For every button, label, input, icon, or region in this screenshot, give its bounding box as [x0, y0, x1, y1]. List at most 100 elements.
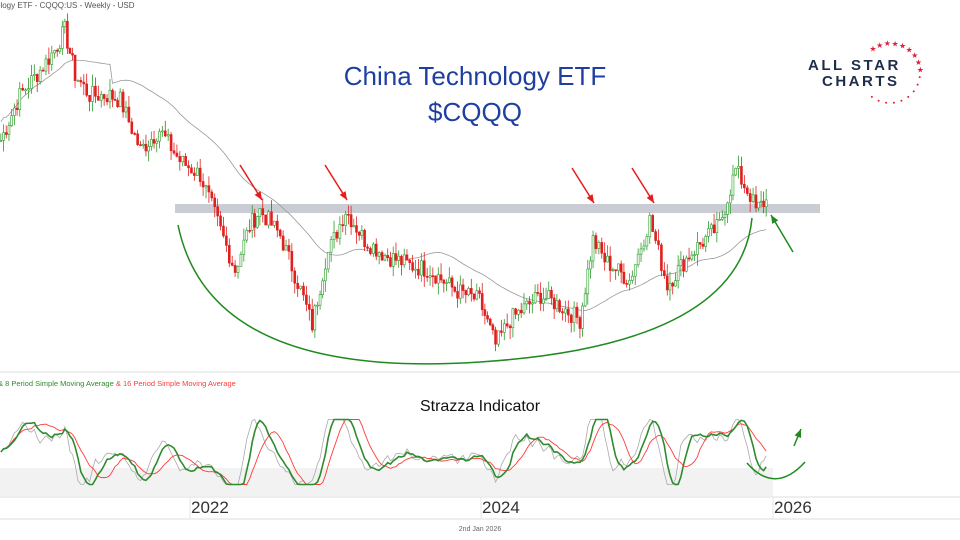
- candle: [13, 103, 16, 126]
- candle-body: [33, 74, 36, 76]
- candle: [569, 313, 573, 333]
- candle-body: [578, 317, 582, 329]
- candle: [606, 245, 609, 263]
- candle-body: [631, 275, 634, 281]
- candle-body: [431, 275, 435, 278]
- candle-body: [762, 200, 765, 207]
- candle-body: [453, 286, 457, 292]
- svg-text:★: ★: [884, 40, 891, 48]
- candle: [654, 229, 657, 244]
- candle-body: [402, 254, 406, 266]
- candle-body: [53, 50, 56, 54]
- logo-stars-icon: ★ ★ ★ ★ ★ ★★★★: [869, 40, 924, 104]
- candle-body: [561, 311, 564, 314]
- candle-body: [155, 140, 159, 144]
- candle-body: [94, 85, 97, 97]
- candle: [617, 263, 620, 277]
- candle-body: [594, 235, 598, 249]
- candle-body: [141, 143, 145, 146]
- candle: [511, 307, 515, 338]
- candle-body: [85, 83, 88, 96]
- chart-date: 2nd Jan 2026: [458, 526, 502, 533]
- candle: [308, 295, 311, 321]
- legend-16-sma: & 16 Period Simple Moving Average: [115, 379, 236, 388]
- candle: [550, 286, 553, 305]
- candle: [486, 311, 489, 323]
- candle-body: [663, 270, 666, 277]
- candle: [603, 242, 606, 271]
- candle-body: [258, 208, 262, 218]
- candle-body: [422, 260, 426, 277]
- candle: [374, 238, 378, 261]
- candle-body: [693, 254, 696, 256]
- candle-body: [219, 215, 222, 227]
- indicator-title: Strazza Indicator: [419, 398, 541, 415]
- x-tick-2022: 2022: [191, 498, 229, 517]
- candle-body: [437, 274, 440, 284]
- candle: [50, 45, 54, 71]
- candle-body: [531, 302, 534, 305]
- candle-body: [239, 254, 243, 267]
- svg-text:★: ★: [906, 46, 913, 55]
- candle: [707, 221, 710, 243]
- candle: [233, 260, 237, 277]
- candle: [108, 79, 112, 109]
- candle: [439, 263, 443, 284]
- candle-body: [639, 248, 643, 255]
- candle: [369, 246, 372, 256]
- candle: [437, 267, 440, 295]
- svg-text:★: ★: [899, 41, 906, 50]
- candle-body: [377, 252, 381, 257]
- candle: [248, 219, 251, 234]
- candle-body: [472, 293, 476, 300]
- candle: [445, 279, 448, 292]
- candle: [566, 300, 570, 324]
- candle-body: [178, 156, 182, 163]
- candle-body: [533, 292, 537, 304]
- resistance-arrow-icon-head: [646, 194, 654, 203]
- candle-body: [690, 254, 694, 260]
- candle-body: [293, 270, 297, 284]
- candle-body: [4, 132, 8, 135]
- candle-body: [169, 134, 173, 152]
- candle-body: [552, 297, 556, 310]
- candle: [389, 251, 392, 268]
- candle-body: [66, 20, 69, 49]
- candle-body: [591, 235, 595, 262]
- candle-body: [352, 225, 356, 228]
- candle-body: [163, 130, 167, 137]
- candle: [181, 155, 185, 167]
- logo-line-1: ALL STAR: [808, 57, 901, 74]
- candle: [428, 265, 432, 286]
- candle-body: [316, 304, 319, 307]
- candle: [58, 44, 62, 54]
- candle-body: [347, 213, 350, 216]
- candle-body: [757, 201, 760, 209]
- candle: [522, 293, 526, 315]
- candle-body: [302, 285, 305, 296]
- candle-body: [144, 143, 148, 152]
- candle: [71, 47, 74, 61]
- candle: [645, 233, 649, 251]
- candle-body: [486, 315, 489, 320]
- candle-body: [321, 280, 324, 295]
- candle: [685, 255, 688, 273]
- candle: [99, 90, 103, 108]
- candle-body: [281, 235, 285, 251]
- candle: [467, 286, 470, 297]
- candle: [127, 96, 131, 123]
- candle-body: [184, 156, 187, 166]
- candle-body: [491, 324, 495, 331]
- candle: [144, 134, 148, 157]
- candle: [657, 229, 660, 251]
- candle-body: [253, 213, 257, 228]
- candle-body: [91, 85, 94, 102]
- candle-body: [58, 48, 62, 52]
- candle: [743, 175, 746, 194]
- candle-body: [195, 167, 199, 176]
- candle: [296, 275, 299, 297]
- candle-body: [273, 220, 276, 226]
- candle-body: [47, 58, 51, 65]
- candle: [332, 220, 336, 249]
- candle-body: [414, 268, 417, 271]
